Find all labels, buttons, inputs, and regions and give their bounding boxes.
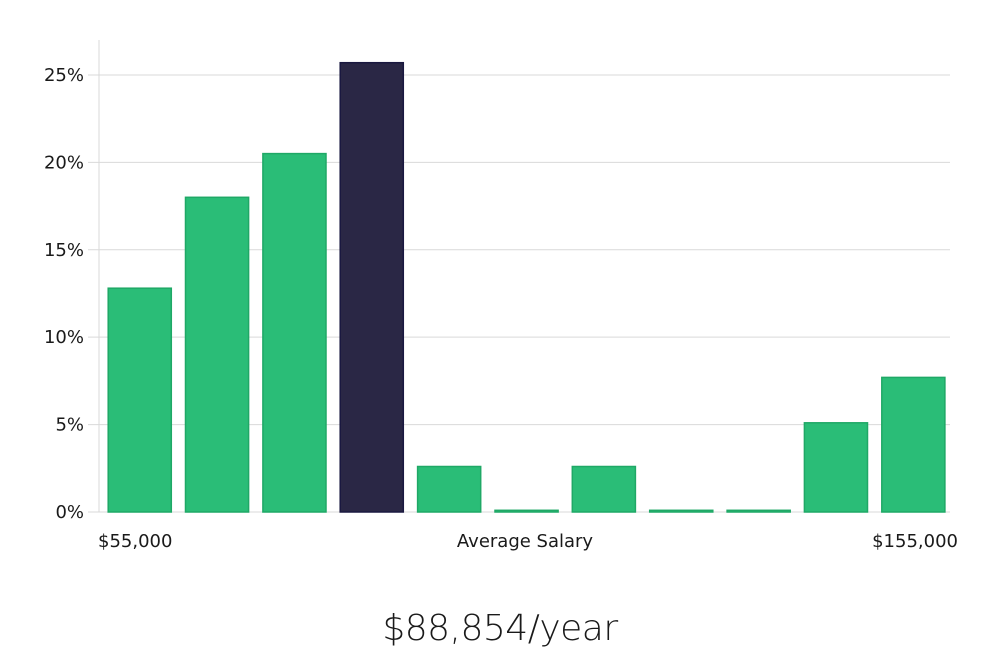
bars <box>107 61 946 513</box>
y-tick-label: 5% <box>55 415 84 436</box>
bar-highlighted <box>339 61 405 513</box>
y-tick-label: 20% <box>44 152 84 173</box>
salary-histogram: 0%5%10%15%20%25% $55,000 Average Salary … <box>44 40 958 552</box>
x-center-label: Average Salary <box>457 531 594 552</box>
bar <box>726 509 791 513</box>
bar <box>803 422 869 513</box>
bar <box>648 509 714 513</box>
bar <box>262 152 327 513</box>
y-tick-label: 15% <box>44 240 84 261</box>
y-tick-label: 10% <box>44 327 84 348</box>
y-tick-label: 0% <box>55 502 84 523</box>
bar <box>571 465 637 513</box>
x-left-label: $55,000 <box>98 531 172 552</box>
y-tick-labels: 0% 5% 10% 15% 20% 25% <box>44 65 84 523</box>
bar <box>107 287 173 513</box>
average-salary-value: $88,854/year <box>382 608 618 649</box>
y-tick-label: 25% <box>44 65 84 86</box>
bar <box>184 196 250 513</box>
bar <box>881 376 946 513</box>
bar <box>416 465 482 513</box>
x-right-label: $155,000 <box>872 531 958 552</box>
bar <box>494 509 559 513</box>
